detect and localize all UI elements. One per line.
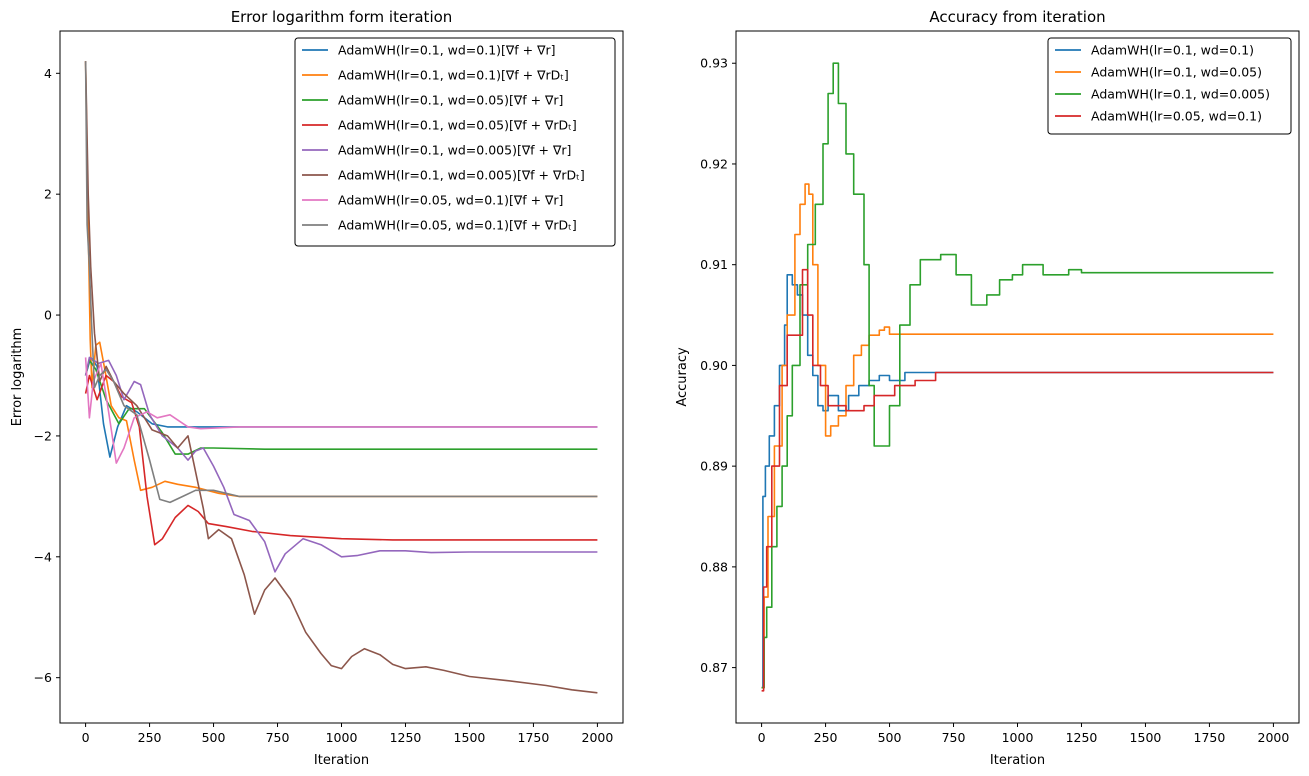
series-line-8 [84, 61, 598, 504]
accuracy-chart: Accuracy from iteration 0 250 500 750 1000 12… [675, 8, 1300, 768]
series-line-4 [761, 268, 1274, 692]
error-chart-title: Error logarithm form iteration [231, 8, 453, 26]
error-chart-x-label: Iteration [314, 753, 369, 768]
x-tick-label: 250 [138, 730, 162, 745]
y-tick-label: 0 [44, 308, 52, 323]
error-chart: Error logarithm form iteration 0 250 500 75… [10, 8, 624, 768]
legend-label: AdamWH(lr=0.1, wd=0.05)[∇f + ∇r] [338, 93, 563, 108]
legend-label: AdamWH(lr=0.05, wd=0.1) [1091, 109, 1262, 124]
x-tick-label: 750 [942, 730, 966, 745]
error-chart-legend: AdamWH(lr=0.1, wd=0.1)[∇f + ∇r] AdamWH(lr… [294, 37, 616, 247]
x-tick-label: 1500 [454, 730, 486, 745]
y-tick-label: 0.93 [700, 56, 728, 71]
y-tick-label: 4 [44, 66, 52, 81]
y-tick-label: 2 [44, 187, 52, 202]
x-tick-label: 250 [814, 730, 838, 745]
x-tick-label: 1500 [1130, 730, 1162, 745]
y-tick-label: 0.88 [700, 559, 728, 574]
error-chart-plot-area [84, 61, 598, 694]
series-line-1 [84, 356, 598, 458]
error-chart-y-label: Error logarithm [10, 328, 25, 427]
legend-label: AdamWH(lr=0.1, wd=0.005)[∇f + ∇rDₜ] [338, 168, 585, 183]
legend-label: AdamWH(lr=0.05, wd=0.1)[∇f + ∇rDₜ] [338, 218, 577, 233]
series-line-1 [761, 274, 1274, 689]
x-tick-label: 1000 [326, 730, 358, 745]
x-tick-label: 500 [878, 730, 902, 745]
x-tick-label: 1750 [518, 730, 550, 745]
accuracy-chart-plot-area [761, 62, 1274, 692]
legend-box [294, 37, 616, 247]
legend-label: AdamWH(lr=0.05, wd=0.1)[∇f + ∇r] [338, 193, 563, 208]
x-tick-label: 1750 [1194, 730, 1226, 745]
legend-label: AdamWH(lr=0.1, wd=0.005)[∇f + ∇r] [338, 143, 571, 158]
legend-label: AdamWH(lr=0.1, wd=0.1)[∇f + ∇r] [338, 43, 555, 58]
y-tick-label: 0.92 [700, 156, 728, 171]
x-tick-label: 1250 [1066, 730, 1098, 745]
accuracy-chart-y-label: Accuracy [675, 347, 690, 407]
error-chart-x-ticks: 0 250 500 750 1000 1250 1500 1750 2000 [82, 723, 614, 745]
y-tick-label: −2 [34, 428, 52, 443]
series-line-2 [761, 183, 1274, 689]
series-line-5 [84, 356, 598, 573]
x-tick-label: 0 [758, 730, 766, 745]
accuracy-chart-title: Accuracy from iteration [929, 8, 1105, 26]
x-tick-label: 0 [82, 730, 90, 745]
y-tick-label: −4 [34, 549, 52, 564]
x-tick-label: 2000 [582, 730, 614, 745]
accuracy-chart-x-label: Iteration [990, 753, 1045, 768]
series-line-4 [84, 374, 598, 546]
error-chart-y-ticks: −6 −4 −2 0 2 4 [34, 66, 60, 685]
legend-label: AdamWH(lr=0.1, wd=0.1)[∇f + ∇rDₜ] [338, 68, 569, 83]
series-line-3 [761, 62, 1274, 689]
x-tick-label: 500 [202, 730, 226, 745]
legend-label: AdamWH(lr=0.1, wd=0.05) [1091, 65, 1262, 80]
series-line-7 [84, 357, 598, 464]
y-tick-label: 0.90 [700, 358, 728, 373]
y-tick-label: 0.91 [700, 257, 728, 272]
legend-label: AdamWH(lr=0.1, wd=0.1) [1091, 43, 1254, 58]
accuracy-chart-x-ticks: 0 250 500 750 1000 1250 1500 1750 2000 [758, 723, 1290, 745]
series-line-6 [84, 61, 598, 694]
legend-label: AdamWH(lr=0.1, wd=0.005) [1091, 87, 1270, 102]
legend-label: AdamWH(lr=0.1, wd=0.05)[∇f + ∇rDₜ] [338, 118, 577, 133]
x-tick-label: 2000 [1258, 730, 1290, 745]
series-line-3 [84, 359, 598, 455]
y-tick-label: 0.87 [700, 660, 728, 675]
x-tick-label: 1000 [1002, 730, 1034, 745]
y-tick-label: −6 [34, 670, 52, 685]
x-tick-label: 750 [266, 730, 290, 745]
legend-box [1047, 37, 1292, 135]
x-tick-label: 1250 [390, 730, 422, 745]
y-tick-label: 0.89 [700, 459, 728, 474]
accuracy-chart-legend: AdamWH(lr=0.1, wd=0.1) AdamWH(lr=0.1, wd=… [1047, 37, 1292, 135]
accuracy-chart-y-ticks: 0.87 0.88 0.89 0.90 0.91 0.92 0.93 [700, 56, 736, 675]
